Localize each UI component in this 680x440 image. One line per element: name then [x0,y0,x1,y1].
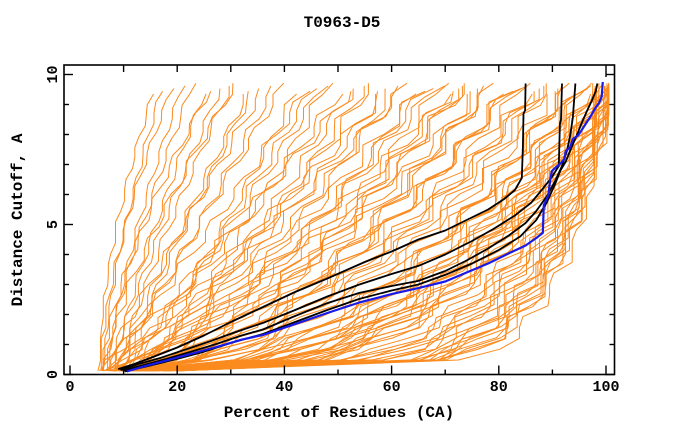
server-model-curve [103,83,465,372]
x-tick-label: 100 [592,379,619,396]
server-model-curve [127,94,377,372]
model-curves-group [97,82,610,372]
y-tick-labels: 0 5 10 [45,65,62,379]
x-tick-label: 80 [490,379,508,396]
server-model-curve [151,85,606,372]
server-model-curve [117,82,285,372]
highlight-curve-group [126,81,604,373]
axes-frame [63,64,616,376]
server-model-curve [137,93,577,372]
server-model-curve [104,90,311,372]
server-model-curve [119,85,399,372]
server-model-curve [153,90,584,372]
server-model-curve [110,88,221,371]
y-tick-label: 10 [45,65,62,83]
server-model-curve [127,85,592,372]
server-model-curve [99,88,260,372]
server-model-curve [144,94,468,372]
server-model-curve [113,88,434,372]
blue-model-curve [126,81,604,373]
x-tick-labels: 0 20 40 60 80 100 [65,379,619,396]
server-model-curve [119,85,605,372]
black-curve-2 [120,83,563,371]
server-model-curve [111,85,545,372]
server-model-curve [142,83,594,372]
y-tick-label: 5 [45,220,62,229]
server-model-curve [102,83,234,371]
plot-frame [63,64,616,376]
server-model-curve [128,82,531,372]
server-model-curve [131,91,610,372]
server-model-curve [115,94,244,372]
server-model-curve [125,88,597,372]
server-model-curve [107,82,197,371]
server-model-curve [144,88,610,372]
server-model-curve [177,88,610,372]
server-model-curve [114,93,207,371]
server-model-curve [102,91,164,371]
server-model-curve [108,82,408,372]
axis-ticks [64,65,615,376]
server-model-curve [113,85,563,372]
server-model-curve [121,88,595,372]
server-model-curve [97,93,155,372]
server-model-curve [112,83,600,372]
server-model-curve [118,85,527,372]
server-model-curve [114,91,471,372]
server-model-curve [156,85,610,372]
plot-title: T0963-D5 [304,14,381,32]
server-model-curve [147,82,604,372]
x-axis-title: Percent of Residues (CA) [224,404,454,422]
x-tick-label: 20 [168,379,186,396]
server-model-curve [135,85,463,372]
black-curve-1 [117,83,527,370]
server-model-curve [145,93,592,372]
server-model-curve [124,82,570,372]
server-model-curve [129,90,426,372]
server-model-curve [117,85,230,371]
x-tick-label: 40 [275,379,293,396]
server-model-curve [131,85,365,372]
server-model-curve [126,85,445,372]
server-model-curve [132,85,596,372]
server-model-curve [102,91,212,371]
server-model-curve [109,82,494,372]
server-model-curve [150,88,521,372]
server-model-curve [101,88,354,372]
server-model-curve [176,91,610,372]
x-tick-label: 0 [65,379,74,396]
server-model-curve [117,88,318,372]
y-tick-label: 0 [45,370,62,379]
server-model-curve [106,91,378,372]
server-model-curve [100,88,175,371]
server-model-curve [124,91,352,372]
server-model-curve [129,85,329,372]
x-tick-label: 60 [383,379,401,396]
y-axis-title: Distance Cutoff, A [9,133,27,306]
